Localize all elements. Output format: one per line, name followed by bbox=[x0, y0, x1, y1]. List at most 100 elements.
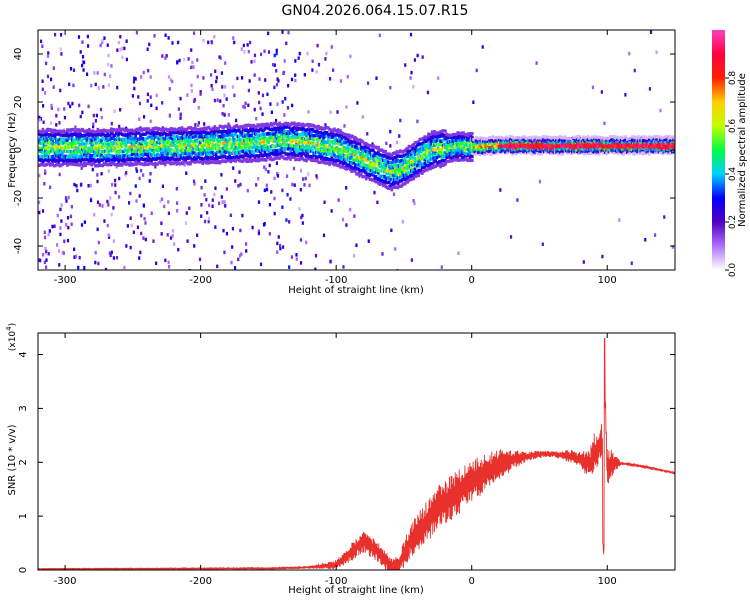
spectrogram-noise-cell bbox=[101, 172, 103, 176]
spectrogram-noise-cell bbox=[119, 35, 121, 39]
spectrogram-noise-cell bbox=[69, 105, 71, 109]
spectrogram-noise-cell bbox=[135, 184, 137, 188]
spectrogram-noise-cell bbox=[203, 122, 205, 126]
spectrogram-noise-cell bbox=[231, 245, 233, 249]
spectrogram-noise-cell bbox=[226, 97, 228, 101]
spectrogram-noise-cell bbox=[542, 243, 544, 247]
spectrogram-noise-cell bbox=[284, 97, 286, 101]
spectrogram-noise-cell bbox=[87, 44, 89, 48]
spectrogram-noise-cell bbox=[194, 123, 196, 127]
spectrogram-noise-cell bbox=[101, 116, 103, 120]
spectrogram-noise-cell bbox=[123, 266, 125, 270]
spectrogram-noise-cell bbox=[107, 224, 109, 228]
spectrogram-noise-cell bbox=[118, 177, 120, 181]
spectrogram-noise-cell bbox=[171, 41, 173, 45]
spectrogram-noise-cell bbox=[126, 58, 128, 62]
spectrogram-noise-cell bbox=[139, 251, 141, 255]
spectrogram-noise-cell bbox=[583, 260, 585, 264]
spectrogram-noise-cell bbox=[287, 106, 289, 110]
spectrogram-noise-cell bbox=[198, 106, 200, 110]
spectrogram-noise-cell bbox=[70, 67, 72, 71]
spectrogram-noise-cell bbox=[44, 247, 46, 251]
spectrogram-noise-cell bbox=[109, 74, 111, 78]
spectrogram-noise-cell bbox=[216, 265, 218, 269]
spectrogram-noise-cell bbox=[38, 174, 40, 178]
spectrogram-noise-cell bbox=[162, 185, 164, 189]
spectrogram-noise-cell bbox=[230, 261, 232, 265]
spectrogram-noise-cell bbox=[53, 66, 55, 70]
spectrogram-noise-cell bbox=[245, 249, 247, 253]
spectrogram-noise-cell bbox=[376, 201, 378, 205]
spectrogram-noise-cell bbox=[188, 57, 190, 61]
spectrogram-noise-cell bbox=[300, 188, 302, 192]
spectrogram-noise-cell bbox=[136, 31, 138, 35]
spectrogram-noise-cell bbox=[97, 71, 99, 75]
spectrogram-noise-cell bbox=[103, 219, 105, 223]
spectrogram-noise-cell bbox=[221, 71, 223, 75]
spectrogram-noise-cell bbox=[276, 83, 278, 87]
spectrogram-noise-cell bbox=[331, 45, 333, 49]
spectrogram-noise-cell bbox=[58, 121, 60, 125]
spectrogram-noise-cell bbox=[197, 123, 199, 127]
spectrogram-noise-cell bbox=[81, 40, 83, 44]
spectrogram-noise-cell bbox=[628, 52, 630, 56]
spectrogram-noise-cell bbox=[472, 100, 474, 104]
spectrogram-noise-cell bbox=[87, 35, 89, 39]
spectrogram-noise-cell bbox=[116, 256, 118, 260]
spectrogram-noise-cell bbox=[190, 66, 192, 70]
spectrogram-noise-cell bbox=[417, 54, 419, 58]
spectrogram-noise-cell bbox=[59, 89, 61, 93]
spectrogram-noise-cell bbox=[75, 184, 77, 188]
spectrogram-noise-cell bbox=[275, 69, 277, 73]
spectrogram-noise-cell bbox=[624, 93, 626, 97]
spectrogram-noise-cell bbox=[59, 233, 61, 237]
spectrogram-noise-cell bbox=[171, 80, 173, 84]
spectrogram-noise-cell bbox=[86, 73, 88, 77]
spectrogram-noise-cell bbox=[39, 259, 41, 263]
spectrogram-noise-cell bbox=[168, 212, 170, 216]
spectrogram-noise-cell bbox=[116, 48, 118, 52]
spectrogram-noise-cell bbox=[311, 68, 313, 72]
spectrogram-noise-cell bbox=[39, 118, 41, 122]
spectrogram-noise-cell bbox=[233, 41, 235, 45]
spectrogram-noise-cell bbox=[210, 73, 212, 77]
spectrogram-noise-cell bbox=[78, 104, 80, 108]
spectrogram-noise-cell bbox=[140, 169, 142, 173]
spectrogram-noise-cell bbox=[63, 251, 65, 255]
spectrogram-noise-cell bbox=[422, 55, 424, 59]
spectrogram-noise-cell bbox=[302, 177, 304, 181]
spectrogram-noise-cell bbox=[269, 164, 271, 168]
spectrogram-noise-cell bbox=[239, 183, 241, 187]
spectrogram-noise-cell bbox=[49, 229, 51, 233]
spectrogram-noise-cell bbox=[43, 182, 45, 186]
spectrogram-noise-cell bbox=[214, 99, 216, 103]
spectrogram-noise-cell bbox=[140, 214, 142, 218]
spectrogram-noise-cell bbox=[312, 60, 314, 64]
spectrogram-noise-cell bbox=[55, 123, 57, 127]
spectrogram-noise-cell bbox=[659, 109, 661, 113]
spectrogram-noise-cell bbox=[437, 76, 439, 80]
spectrogram-noise-cell bbox=[212, 198, 214, 202]
spectrogram-noise-cell bbox=[148, 43, 150, 47]
spectrogram-band-cell bbox=[471, 159, 474, 162]
spectrogram-noise-cell bbox=[204, 179, 206, 183]
spectrogram-noise-cell bbox=[133, 87, 135, 91]
spectrogram-noise-cell bbox=[128, 201, 130, 205]
spectrogram-noise-cell bbox=[138, 256, 140, 260]
spectrogram-noise-cell bbox=[324, 201, 326, 205]
spectrogram-noise-cell bbox=[222, 104, 224, 108]
spectrogram-noise-cell bbox=[204, 193, 206, 197]
spectrogram-noise-cell bbox=[164, 56, 166, 60]
spectrogram-noise-cell bbox=[81, 111, 83, 115]
spectrogram-noise-cell bbox=[340, 79, 342, 83]
spectrogram-noise-cell bbox=[274, 54, 276, 58]
spectrogram-noise-cell bbox=[97, 228, 99, 232]
spectrogram-noise-cell bbox=[116, 86, 118, 90]
spectrogram-noise-cell bbox=[96, 173, 98, 177]
spectrogram-noise-cell bbox=[476, 69, 478, 73]
spectrogram-noise-cell bbox=[266, 184, 268, 188]
spectrogram-noise-cell bbox=[221, 85, 223, 89]
spectrogram-noise-cell bbox=[219, 99, 221, 103]
spectrogram-noise-cell bbox=[168, 36, 170, 40]
